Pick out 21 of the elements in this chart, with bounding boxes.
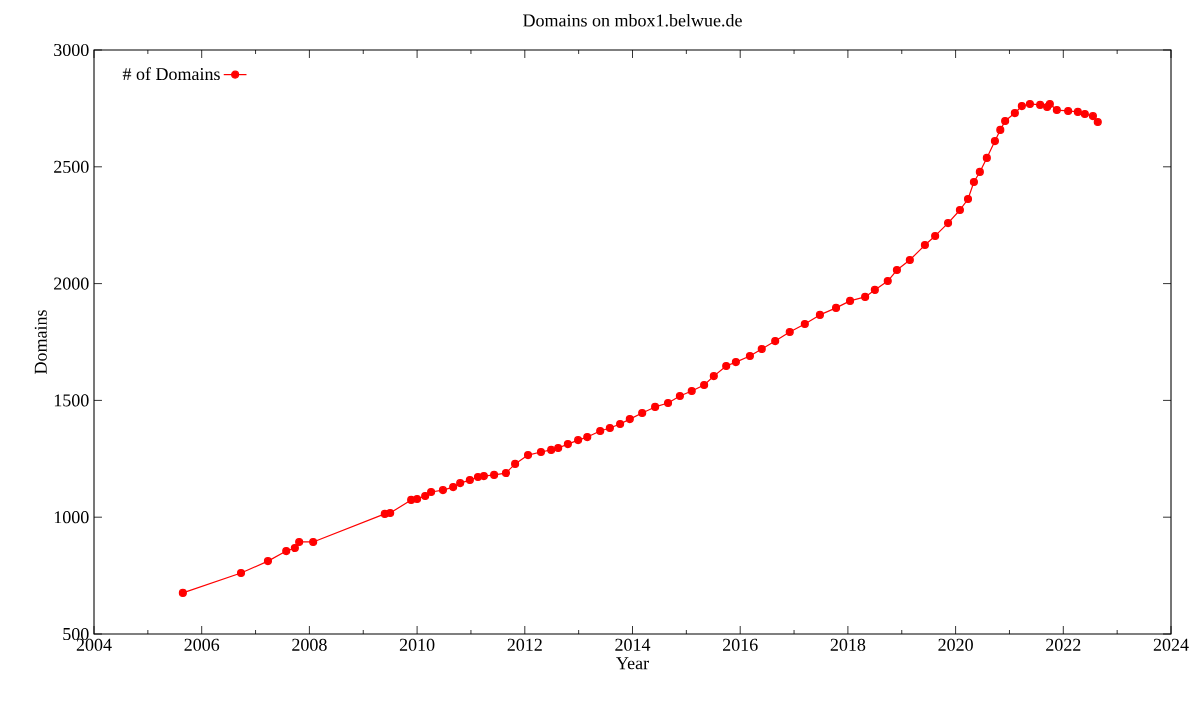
y-tick-label: 1500 xyxy=(54,394,89,407)
legend-label: # of Domains xyxy=(122,67,220,81)
y-tick-label: 500 xyxy=(63,627,89,641)
x-tick-label: 2008 xyxy=(292,638,327,651)
y-tick-label: 3000 xyxy=(54,43,89,57)
y-tick-label: 1000 xyxy=(54,511,89,524)
x-tick-label: 2022 xyxy=(1046,638,1081,651)
y-tick-label: 2000 xyxy=(54,277,89,290)
x-tick-label: 2006 xyxy=(184,638,220,651)
x-tick-label: 2016 xyxy=(723,638,758,651)
chart-title: Domains on mbox1.belwue.de xyxy=(523,13,742,27)
x-tick-label: 2020 xyxy=(938,638,973,651)
y-axis-title: Domains xyxy=(34,310,47,374)
x-tick-label: 2012 xyxy=(507,638,542,651)
x-axis-title: Year xyxy=(616,657,649,670)
x-tick-label: 2014 xyxy=(615,638,651,651)
x-tick-label: 2010 xyxy=(399,638,435,651)
x-tick-label: 2024 xyxy=(1153,638,1189,651)
x-tick-label: 2004 xyxy=(76,638,112,651)
y-tick-label: 2500 xyxy=(54,160,89,173)
x-tick-label: 2018 xyxy=(830,638,866,651)
